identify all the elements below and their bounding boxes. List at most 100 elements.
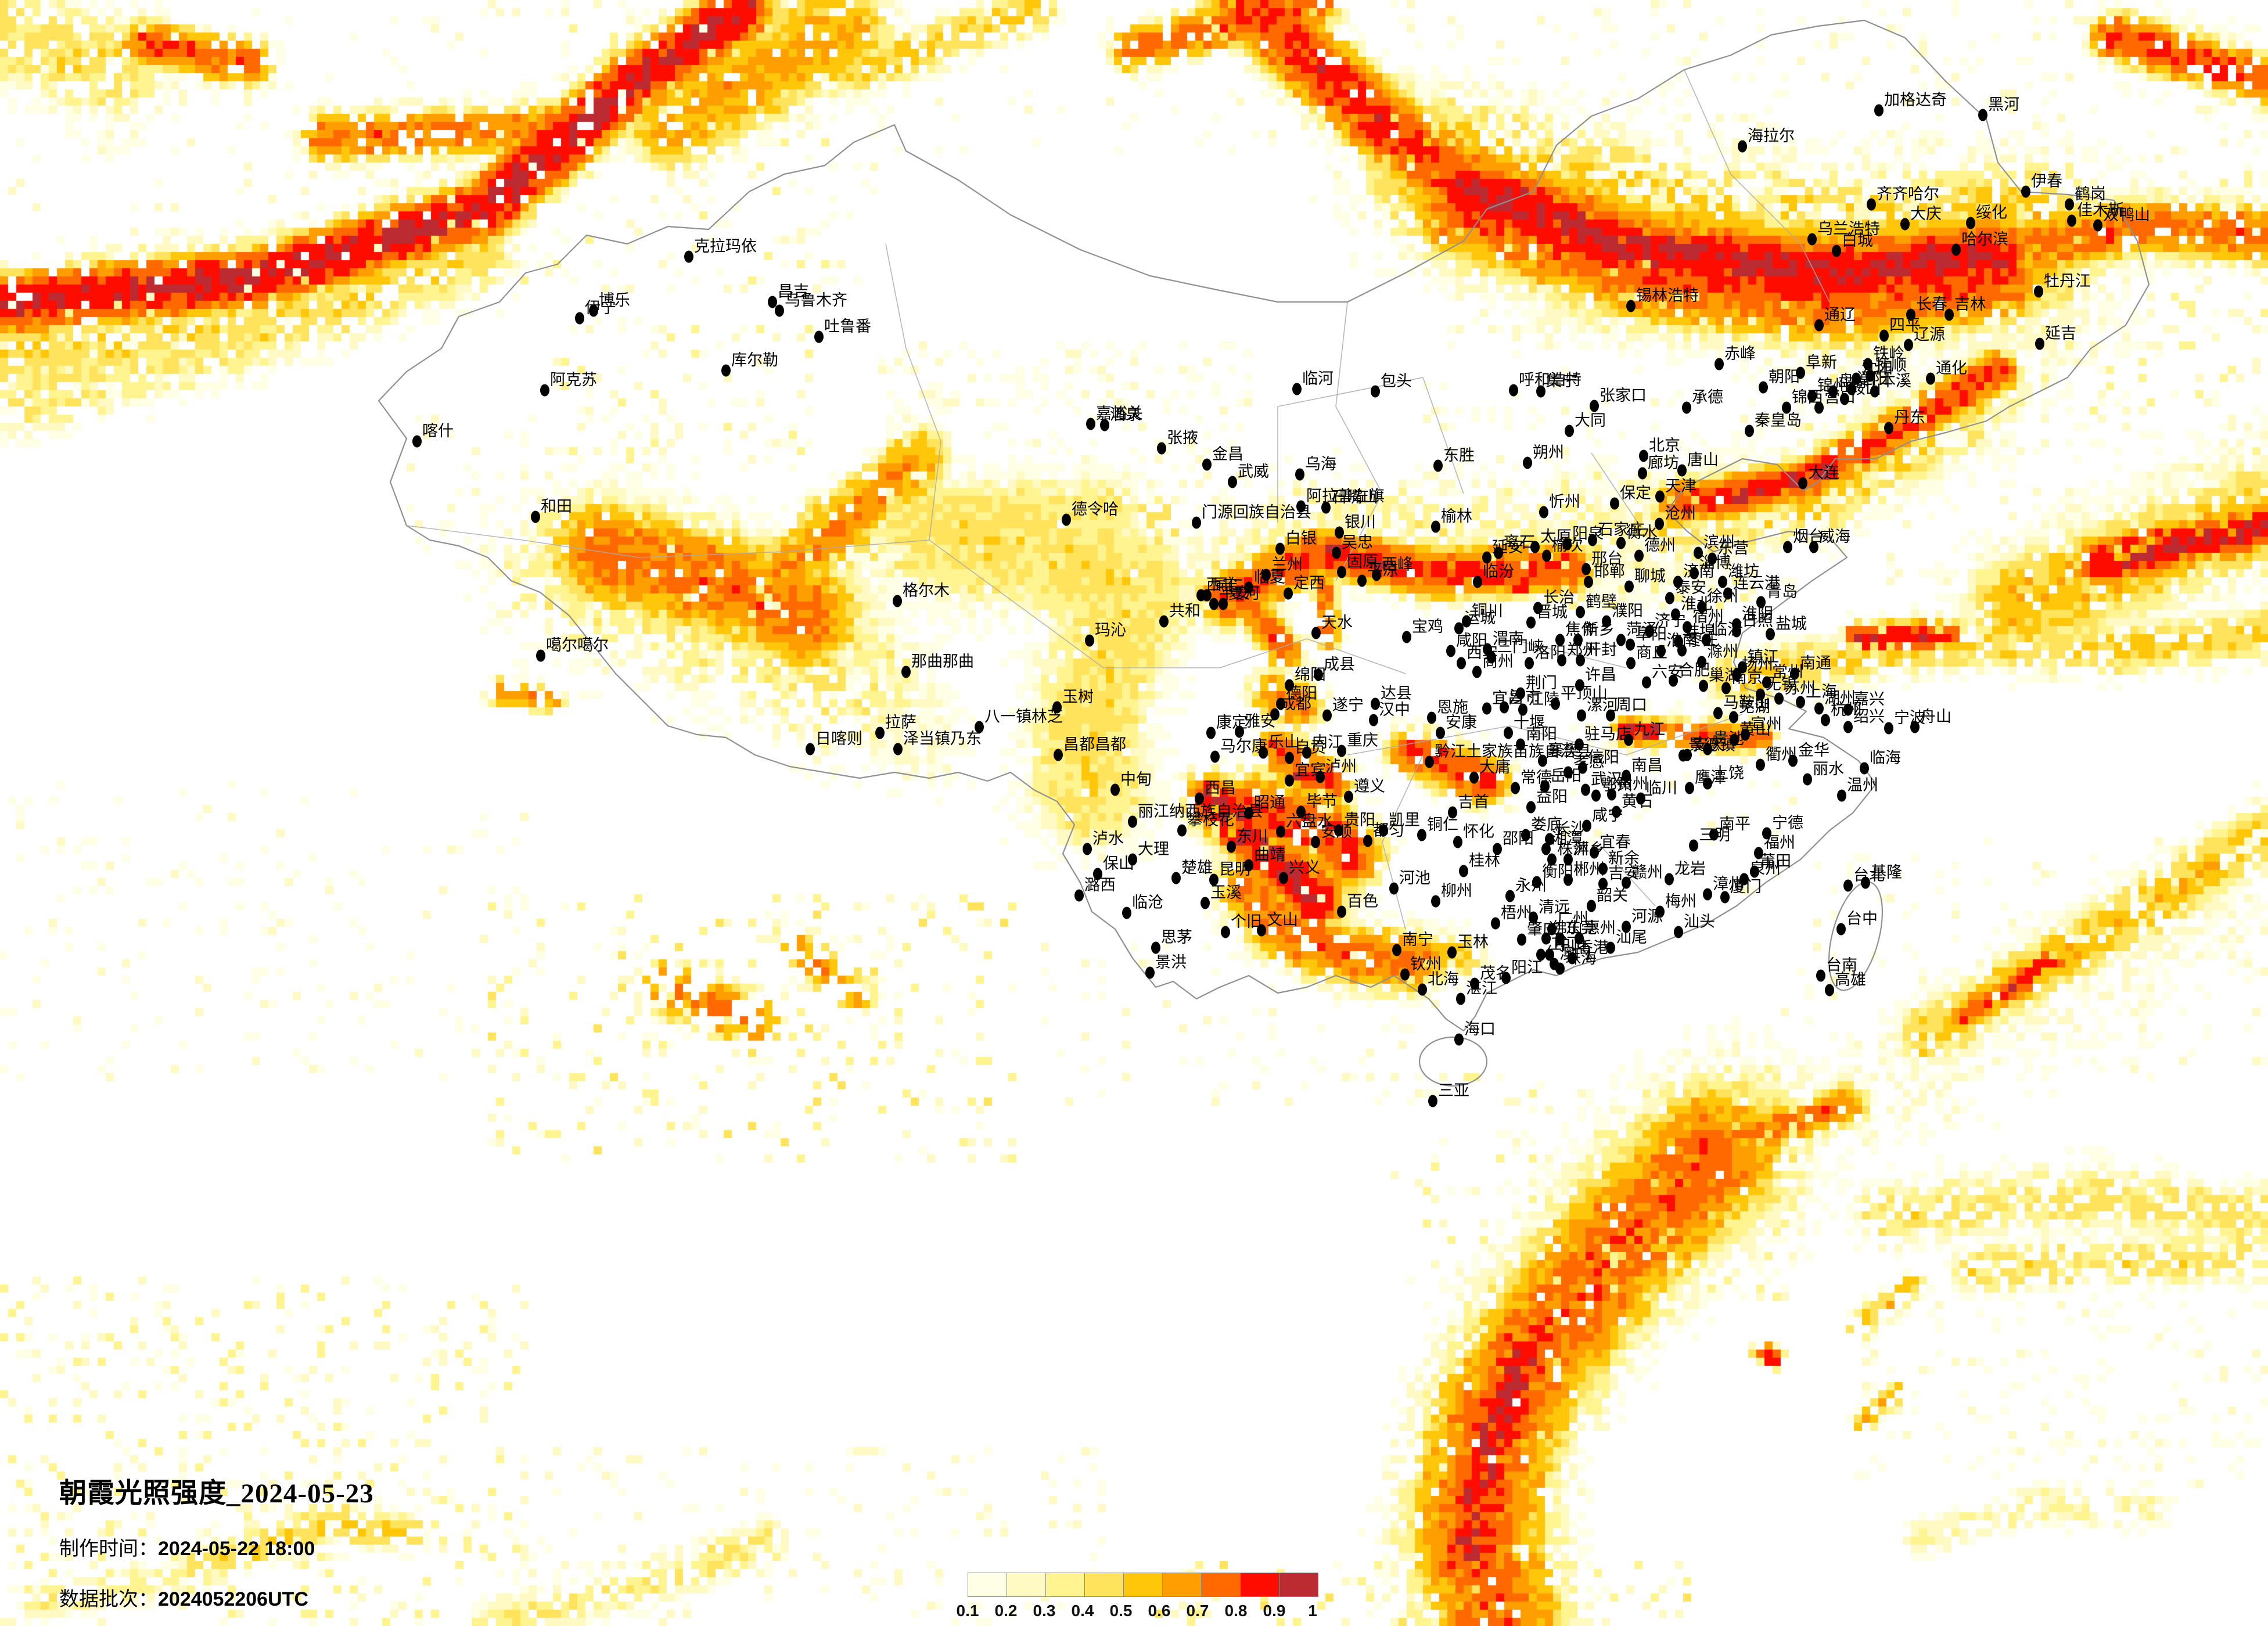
city-label: 乐山 xyxy=(1268,733,1300,751)
city-dot xyxy=(1910,721,1920,733)
city-label: 南京 xyxy=(1731,669,1763,686)
city-dot xyxy=(1766,628,1775,641)
city-dot xyxy=(1624,733,1633,746)
city-dot xyxy=(1884,722,1893,735)
city-dot xyxy=(1462,615,1471,628)
city-dot xyxy=(1536,385,1545,398)
city-label: 济南 xyxy=(1683,563,1715,580)
city-dot xyxy=(1501,972,1511,984)
city-label: 西峰 xyxy=(1382,556,1413,573)
city-label: 北京 xyxy=(1649,437,1680,454)
city-label: 漳州 xyxy=(1713,875,1744,893)
city-label: 南平 xyxy=(1719,815,1751,833)
city-dot xyxy=(1656,645,1666,657)
city-dot xyxy=(1702,634,1711,646)
city-dot xyxy=(1332,546,1341,559)
city-dot xyxy=(1221,926,1230,938)
city-label: 新乡 xyxy=(1583,621,1615,638)
city-label: 淮南 xyxy=(1666,632,1698,649)
city-dot xyxy=(768,296,777,308)
city-label: 中山 xyxy=(1555,936,1586,953)
city-label: 佛山 xyxy=(1551,919,1583,937)
city-dot xyxy=(1852,372,1861,385)
city-dot xyxy=(1584,575,1593,588)
city-label: 鹰潭 xyxy=(1695,769,1726,786)
city-dot xyxy=(1400,968,1410,981)
city-dot xyxy=(1636,792,1645,805)
city-label: 南昌 xyxy=(1631,757,1663,774)
city-label: 凯里 xyxy=(1389,811,1420,829)
city-label: 连云港 xyxy=(1733,574,1780,592)
city-dot xyxy=(1669,674,1678,687)
city-dot xyxy=(1392,944,1401,956)
city-dot xyxy=(1285,774,1294,787)
city-dot xyxy=(1454,1033,1464,1046)
city-label: 日照 xyxy=(1742,612,1773,629)
city-label: 黔江土家族苗族自治县 xyxy=(1435,743,1591,760)
city-dot xyxy=(1270,708,1279,721)
city-dot xyxy=(1427,711,1436,724)
city-label: 南阳 xyxy=(1526,725,1557,743)
city-dot xyxy=(1807,390,1817,402)
city-dot xyxy=(1482,551,1491,564)
city-label: 三明 xyxy=(1699,826,1730,844)
city-dot xyxy=(1816,969,1825,982)
city-dot xyxy=(1292,383,1302,395)
city-dot xyxy=(1533,602,1543,614)
city-label: 鞍山 xyxy=(1850,380,1881,397)
legend-tick-label: 0.7 xyxy=(1186,1602,1209,1620)
city-dot xyxy=(1966,217,1975,229)
city-dot xyxy=(1738,661,1747,674)
city-dot xyxy=(1357,574,1367,587)
city-label: 许昌 xyxy=(1585,666,1616,684)
city-dot xyxy=(540,384,549,397)
city-dot xyxy=(1547,923,1557,936)
intensity-legend: 0.1 0.2 0.3 0.4 0.5 0.6 0.7 0.8 0.9 1 xyxy=(957,1573,1318,1620)
city-label: 沙市 xyxy=(1509,688,1541,706)
city-dot xyxy=(1624,580,1634,593)
city-label: 舟山 xyxy=(1920,708,1951,725)
city-label: 泉州 xyxy=(1749,860,1781,877)
city-label: 攀枝花 xyxy=(1187,811,1234,829)
city-dot xyxy=(1431,520,1440,533)
city-label: 成都 xyxy=(1280,695,1311,713)
city-dot xyxy=(589,304,598,317)
city-dot xyxy=(1557,654,1566,667)
city-dot xyxy=(1576,606,1585,618)
city-dot xyxy=(1540,780,1550,793)
city-label: 大庸 xyxy=(1479,758,1511,776)
city-label: 锡林浩特 xyxy=(1636,287,1699,304)
city-dot xyxy=(1677,464,1687,477)
city-label: 宝鸡 xyxy=(1412,618,1443,635)
city-dot xyxy=(1756,758,1765,771)
city-dot xyxy=(531,510,540,523)
city-dot xyxy=(1762,676,1771,689)
city-label: 临川 xyxy=(1646,779,1677,797)
city-label: 惠州 xyxy=(1584,919,1616,937)
city-label: 阿拉善左旗 xyxy=(1306,487,1385,505)
city-label: 洛阳 xyxy=(1534,644,1566,661)
city-dot xyxy=(2067,214,2076,227)
city-dot xyxy=(1732,618,1741,631)
city-label: 新余 xyxy=(1608,850,1640,867)
city-label: 那曲那曲 xyxy=(911,653,974,670)
city-label: 衡阳 xyxy=(1542,863,1573,880)
city-dot xyxy=(1446,645,1455,657)
city-label: 钦州 xyxy=(1410,955,1442,973)
city-dot xyxy=(1447,946,1457,959)
city-dot xyxy=(1563,873,1573,886)
city-dot xyxy=(1493,843,1502,855)
city-label: 汉中 xyxy=(1379,701,1410,718)
city-dot xyxy=(1192,516,1201,529)
city-label: 襄樊 xyxy=(1548,742,1579,759)
city-label: 江陵 xyxy=(1528,690,1559,708)
city-dot xyxy=(1739,873,1749,886)
city-dot xyxy=(1655,517,1664,530)
city-dot xyxy=(1665,592,1674,605)
city-dot xyxy=(1547,853,1557,866)
city-dot xyxy=(1100,419,1109,431)
city-label: 天水 xyxy=(1321,614,1353,631)
city-dot xyxy=(1674,635,1683,648)
city-label: 白城 xyxy=(1842,232,1873,249)
city-label: 昌都昌都 xyxy=(1063,736,1126,753)
